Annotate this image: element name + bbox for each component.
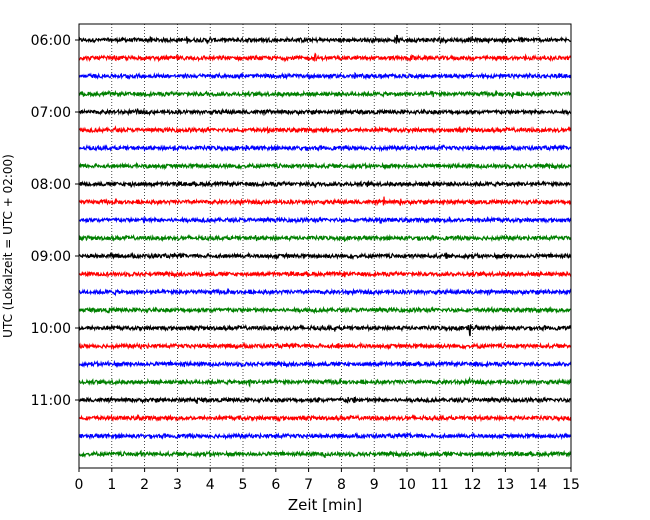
x-tick-label: 14 xyxy=(529,477,547,493)
x-tick-label: 10 xyxy=(398,477,416,493)
x-tick-label: 6 xyxy=(271,477,280,493)
x-axis-label: Zeit [min] xyxy=(288,496,362,514)
trace-1115 xyxy=(78,413,572,423)
y-tick-label: 11:00 xyxy=(31,393,71,409)
x-tick-label: 3 xyxy=(173,477,182,493)
trace-1145 xyxy=(78,449,572,459)
y-axis: 06:00 07:00 08:00 09:00 10:00 11:00 xyxy=(31,33,79,409)
trace-0615 xyxy=(78,52,572,63)
y-tick-label: 06:00 xyxy=(31,33,71,49)
trace-0830 xyxy=(78,215,572,225)
trace-1130 xyxy=(78,431,572,441)
y-tick-label: 09:00 xyxy=(31,249,71,265)
trace-0630 xyxy=(78,71,572,81)
x-tick-label: 1 xyxy=(107,477,116,493)
grid-lines xyxy=(111,24,539,468)
trace-0915 xyxy=(78,269,572,279)
trace-layer xyxy=(78,34,572,459)
trace-1030 xyxy=(78,359,572,369)
trace-1015 xyxy=(78,341,572,351)
plot-frame xyxy=(78,23,572,469)
x-tick-label: 4 xyxy=(206,477,215,493)
trace-0930 xyxy=(78,287,572,297)
trace-0945 xyxy=(78,305,572,315)
x-tick-label: 2 xyxy=(140,477,149,493)
x-tick-label: 0 xyxy=(75,477,84,493)
trace-0900 xyxy=(78,251,572,261)
trace-0800 xyxy=(78,179,572,189)
x-tick-label: 13 xyxy=(496,477,514,493)
y-tick-label: 07:00 xyxy=(31,105,71,121)
trace-1000 xyxy=(78,323,572,337)
y-axis-label: UTC (Lokalzeit = UTC + 02:00) xyxy=(1,154,15,338)
trace-0845 xyxy=(78,233,572,243)
x-tick-label: 15 xyxy=(562,477,580,493)
y-tick-label: 10:00 xyxy=(31,321,71,337)
x-tick-label: 12 xyxy=(464,477,482,493)
trace-0730 xyxy=(78,143,572,153)
y-tick-label: 08:00 xyxy=(31,177,71,193)
x-tick-label: 9 xyxy=(370,477,379,493)
trace-1100 xyxy=(78,395,572,405)
x-tick-label: 8 xyxy=(337,477,346,493)
trace-0745 xyxy=(78,161,572,171)
x-axis: 0 1 2 3 4 5 6 7 8 9 10 11 12 13 14 15 xyxy=(75,468,580,493)
x-tick-label: 5 xyxy=(239,477,248,493)
trace-0600 xyxy=(78,34,572,45)
trace-0815 xyxy=(78,196,572,207)
trace-1045 xyxy=(78,376,572,388)
trace-0700 xyxy=(78,107,572,117)
trace-0715 xyxy=(78,125,572,135)
trace-0645 xyxy=(78,89,572,100)
x-tick-label: 7 xyxy=(304,477,313,493)
x-tick-label: 11 xyxy=(431,477,449,493)
